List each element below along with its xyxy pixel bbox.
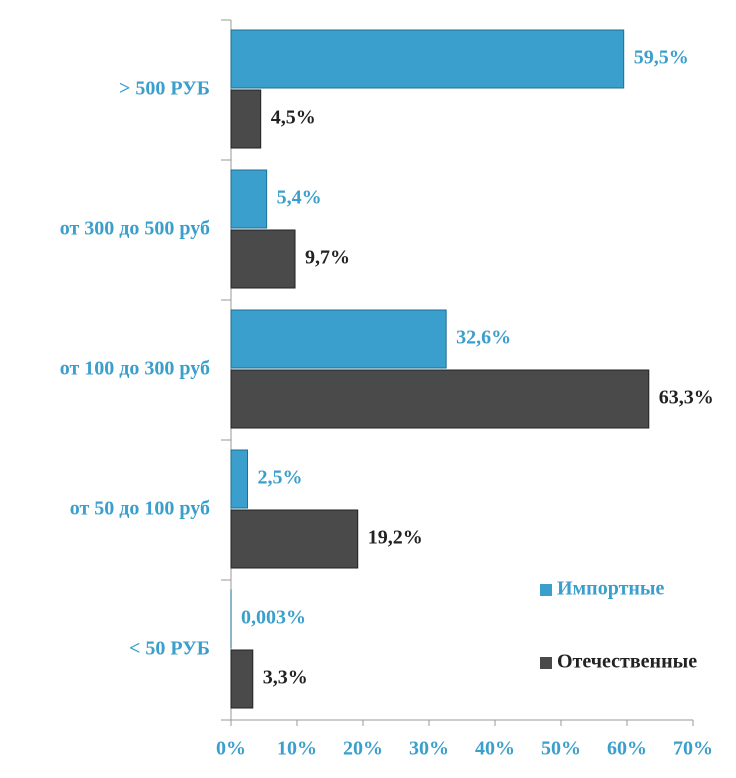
value-label: 59,5% [634, 47, 689, 69]
category-label: от 300 до 500 руб [60, 218, 210, 240]
x-tick-label: 10% [277, 738, 317, 760]
bar [231, 170, 267, 228]
bar [231, 230, 295, 288]
value-label: 2,5% [258, 467, 303, 489]
bar [231, 510, 358, 568]
x-tick-label: 0% [216, 738, 246, 760]
value-label: 19,2% [368, 527, 423, 549]
x-tick-label: 30% [409, 738, 449, 760]
bar [231, 310, 446, 368]
x-tick-label: 20% [343, 738, 383, 760]
value-label: 0,003% [241, 607, 306, 629]
value-label: 3,3% [263, 667, 308, 689]
legend-label: Импортные [557, 578, 665, 600]
category-label: от 100 до 300 руб [60, 358, 210, 380]
value-label: 32,6% [456, 327, 511, 349]
category-label: < 50 РУБ [129, 638, 210, 660]
legend-swatch [540, 584, 552, 596]
category-label: > 500 РУБ [119, 78, 210, 100]
bar [231, 370, 649, 428]
value-label: 5,4% [277, 187, 322, 209]
x-tick-label: 50% [541, 738, 581, 760]
bar [231, 650, 253, 708]
bar [231, 30, 624, 88]
bar [231, 90, 261, 148]
x-tick-label: 70% [673, 738, 713, 760]
value-label: 63,3% [659, 387, 714, 409]
legend-swatch [540, 657, 552, 669]
x-tick-label: 60% [607, 738, 647, 760]
value-label: 9,7% [305, 247, 350, 269]
value-label: 4,5% [271, 107, 316, 129]
bar [231, 450, 248, 508]
legend-label: Отечественные [557, 651, 697, 673]
x-tick-label: 40% [475, 738, 515, 760]
category-label: от 50 до 100 руб [70, 498, 210, 520]
